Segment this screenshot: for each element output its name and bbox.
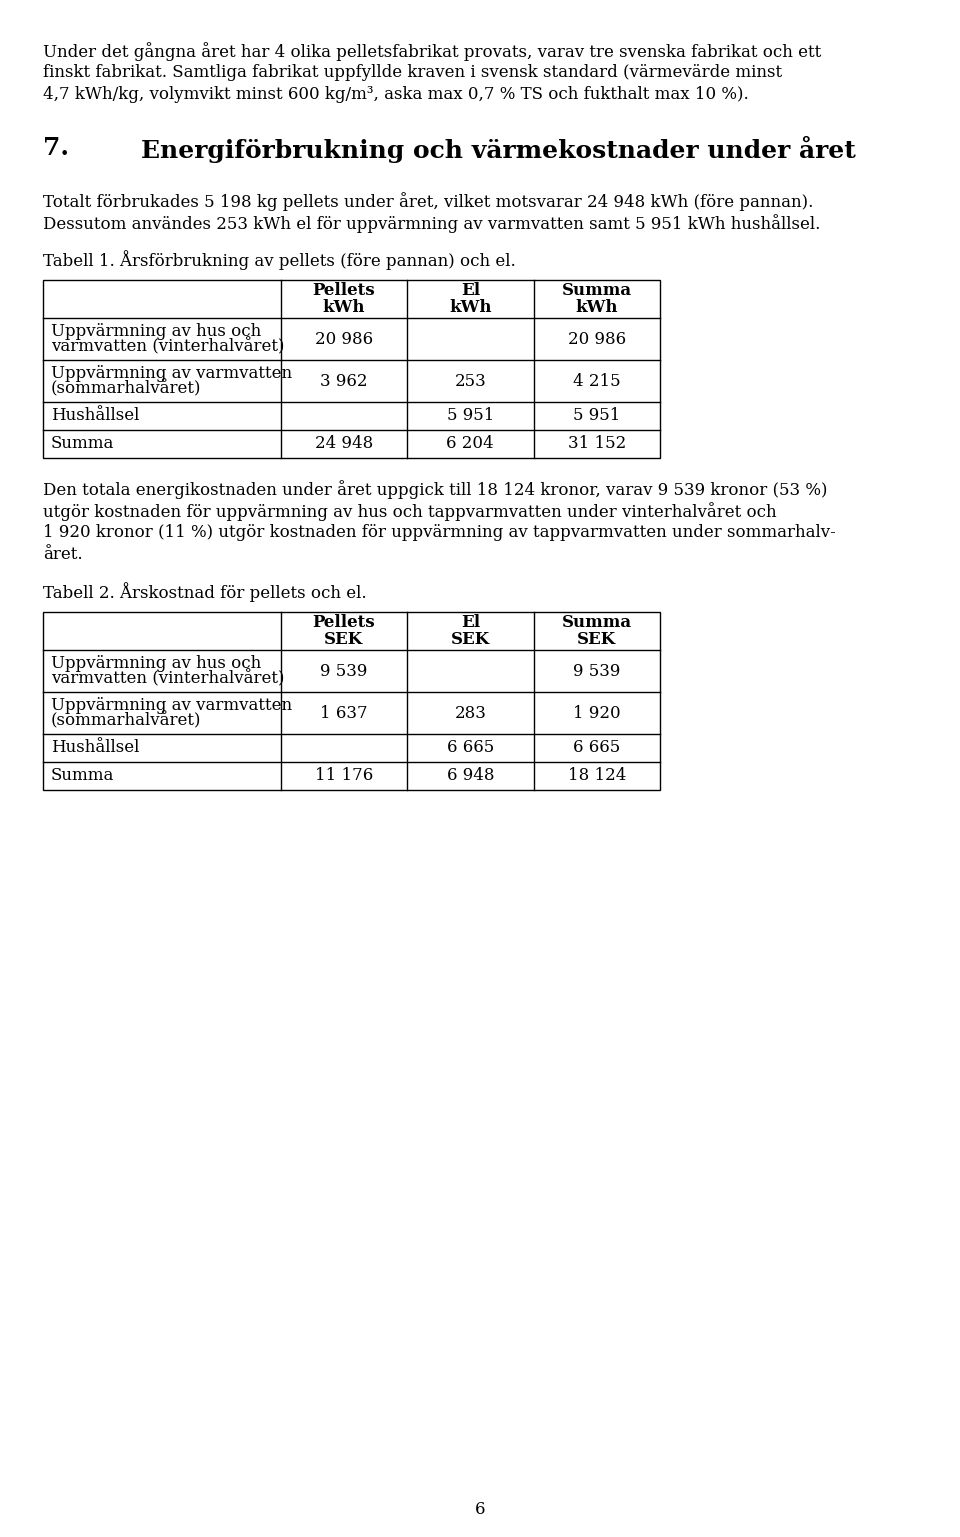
Text: Uppvärmning av hus och: Uppvärmning av hus och bbox=[51, 323, 261, 340]
Text: Hushållsel: Hushållsel bbox=[51, 407, 139, 424]
Text: 6 948: 6 948 bbox=[446, 767, 494, 784]
Text: 6 665: 6 665 bbox=[446, 739, 493, 756]
Text: utgör kostnaden för uppvärmning av hus och tappvarmvatten under vinterhalvåret o: utgör kostnaden för uppvärmning av hus o… bbox=[43, 503, 777, 521]
Text: Summa: Summa bbox=[51, 435, 114, 452]
Text: SEK: SEK bbox=[450, 630, 490, 649]
Text: finskt fabrikat. Samtliga fabrikat uppfyllde kraven i svensk standard (värmevärd: finskt fabrikat. Samtliga fabrikat uppfy… bbox=[43, 65, 782, 81]
Text: kWh: kWh bbox=[575, 298, 618, 317]
Text: 9 539: 9 539 bbox=[573, 662, 620, 679]
Text: varmvatten (vinterhalvåret): varmvatten (vinterhalvåret) bbox=[51, 670, 284, 687]
Text: 18 124: 18 124 bbox=[567, 767, 626, 784]
Text: 3 962: 3 962 bbox=[320, 372, 368, 389]
Text: Pellets: Pellets bbox=[312, 615, 375, 632]
Text: Pellets: Pellets bbox=[312, 283, 375, 300]
Text: Uppvärmning av hus och: Uppvärmning av hus och bbox=[51, 655, 261, 672]
Text: 7.: 7. bbox=[43, 135, 69, 160]
Text: Tabell 2. Årskostnad för pellets och el.: Tabell 2. Årskostnad för pellets och el. bbox=[43, 583, 367, 603]
Bar bbox=[43, 612, 660, 790]
Text: 9 539: 9 539 bbox=[320, 662, 368, 679]
Text: (sommarhalvåret): (sommarhalvåret) bbox=[51, 380, 202, 398]
Text: Hushållsel: Hushållsel bbox=[51, 739, 139, 756]
Text: Summa: Summa bbox=[562, 615, 632, 632]
Text: 11 176: 11 176 bbox=[315, 767, 372, 784]
Text: 1 920 kronor (11 %) utgör kostnaden för uppvärmning av tappvarmvatten under somm: 1 920 kronor (11 %) utgör kostnaden för … bbox=[43, 524, 836, 541]
Text: 6 665: 6 665 bbox=[573, 739, 620, 756]
Text: Tabell 1. Årsförbrukning av pellets (före pannan) och el.: Tabell 1. Årsförbrukning av pellets (för… bbox=[43, 251, 516, 271]
Text: Under det gångna året har 4 olika pelletsfabrikat provats, varav tre svenska fab: Under det gångna året har 4 olika pellet… bbox=[43, 41, 821, 61]
Text: 4,7 kWh/kg, volymvikt minst 600 kg/m³, aska max 0,7 % TS och fukthalt max 10 %).: 4,7 kWh/kg, volymvikt minst 600 kg/m³, a… bbox=[43, 86, 749, 103]
Text: Uppvärmning av varmvatten: Uppvärmning av varmvatten bbox=[51, 364, 292, 381]
Text: SEK: SEK bbox=[577, 630, 616, 649]
Text: 4 215: 4 215 bbox=[573, 372, 620, 389]
Text: Totalt förbrukades 5 198 kg pellets under året, vilket motsvarar 24 948 kWh (för: Totalt förbrukades 5 198 kg pellets unde… bbox=[43, 192, 813, 211]
Text: Den totala energikostnaden under året uppgick till 18 124 kronor, varav 9 539 kr: Den totala energikostnaden under året up… bbox=[43, 480, 828, 500]
Text: 283: 283 bbox=[454, 704, 486, 721]
Text: varmvatten (vinterhalvåret): varmvatten (vinterhalvåret) bbox=[51, 338, 284, 355]
Text: Dessutom användes 253 kWh el för uppvärmning av varmvatten samt 5 951 kWh hushål: Dessutom användes 253 kWh el för uppvärm… bbox=[43, 214, 821, 234]
Text: Summa: Summa bbox=[562, 283, 632, 300]
Text: året.: året. bbox=[43, 546, 83, 563]
Text: 6: 6 bbox=[475, 1500, 485, 1517]
Text: SEK: SEK bbox=[324, 630, 363, 649]
Text: 5 951: 5 951 bbox=[573, 407, 620, 424]
Text: 20 986: 20 986 bbox=[567, 330, 626, 347]
Text: kWh: kWh bbox=[323, 298, 365, 317]
Text: 6 204: 6 204 bbox=[446, 435, 494, 452]
Bar bbox=[43, 280, 660, 458]
Text: 253: 253 bbox=[454, 372, 486, 389]
Text: Summa: Summa bbox=[51, 767, 114, 784]
Text: (sommarhalvåret): (sommarhalvåret) bbox=[51, 712, 202, 730]
Text: 20 986: 20 986 bbox=[315, 330, 372, 347]
Text: Uppvärmning av varmvatten: Uppvärmning av varmvatten bbox=[51, 696, 292, 715]
Text: 1 920: 1 920 bbox=[573, 704, 620, 721]
Text: El: El bbox=[461, 283, 480, 300]
Text: 31 152: 31 152 bbox=[567, 435, 626, 452]
Text: Energiförbrukning och värmekostnader under året: Energiförbrukning och värmekostnader und… bbox=[141, 135, 855, 163]
Text: 24 948: 24 948 bbox=[315, 435, 372, 452]
Text: 1 637: 1 637 bbox=[320, 704, 368, 721]
Text: kWh: kWh bbox=[449, 298, 492, 317]
Text: El: El bbox=[461, 615, 480, 632]
Text: 5 951: 5 951 bbox=[446, 407, 494, 424]
